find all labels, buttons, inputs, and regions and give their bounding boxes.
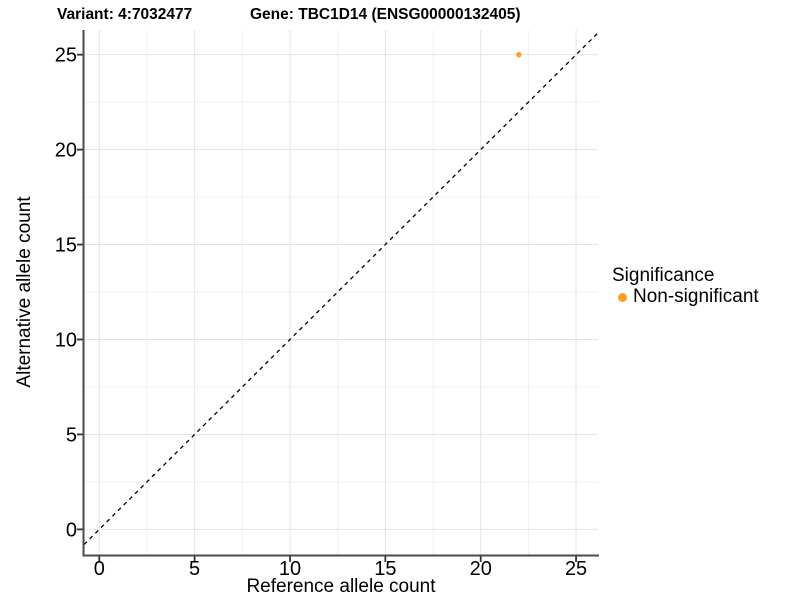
plot-title-variant: Variant: 4:7032477 <box>57 6 193 23</box>
y-tick-label: 10 <box>55 329 77 351</box>
legend-title: Significance <box>612 265 715 286</box>
x-tick-label: 5 <box>189 558 200 580</box>
y-tick-label: 5 <box>66 424 77 446</box>
y-axis-title: Alternative allele count <box>14 196 35 388</box>
x-tick-label: 15 <box>374 558 396 580</box>
legend: Significance Non-significant <box>612 265 759 307</box>
y-tick-label: 20 <box>55 140 77 162</box>
legend-swatch-icon <box>618 292 627 302</box>
x-tick-label: 25 <box>565 558 587 580</box>
legend-item-non-significant: Non-significant <box>612 287 759 307</box>
x-tick-label: 0 <box>94 558 105 580</box>
data-point <box>516 51 522 58</box>
y-tick-label: 0 <box>66 519 77 541</box>
legend-item-label: Non-significant <box>633 286 759 307</box>
plot-title-gene: Gene: TBC1D14 (ENSG00000132405) <box>250 6 521 23</box>
x-tick-label: 20 <box>470 558 492 580</box>
y-tick-label: 25 <box>55 45 77 67</box>
identity-line <box>83 32 599 546</box>
x-axis-title: Reference allele count <box>246 576 436 597</box>
x-tick-label: 10 <box>279 558 301 580</box>
y-tick-label: 15 <box>55 235 77 257</box>
